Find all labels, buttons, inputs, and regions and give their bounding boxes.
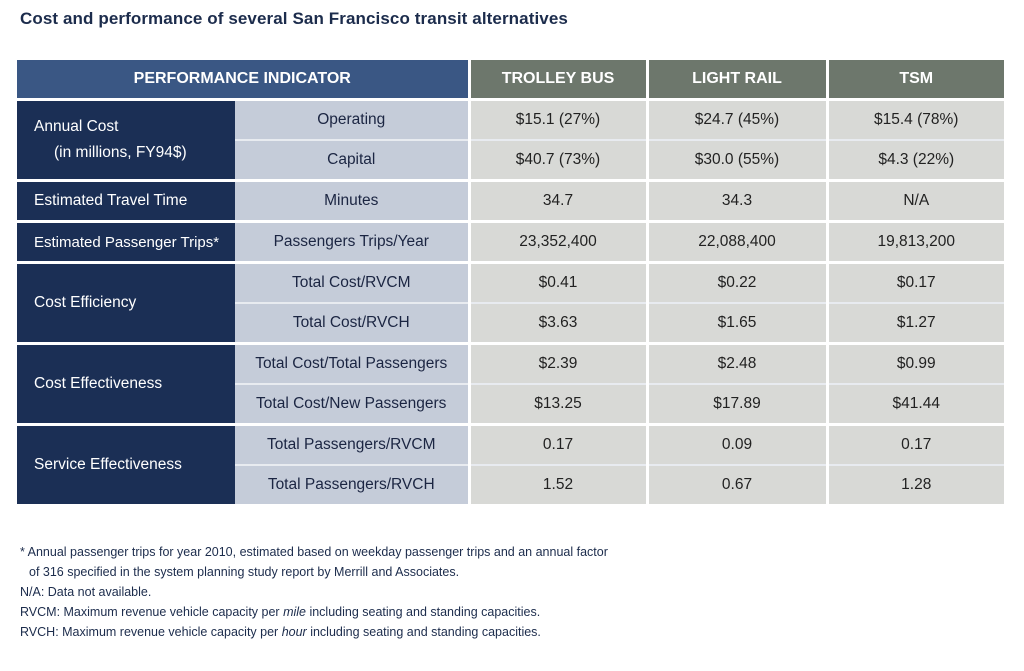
- table-header-row: PERFORMANCE INDICATOR TROLLEY BUS LIGHT …: [17, 60, 1004, 100]
- trolley-value: 0.17: [469, 423, 649, 465]
- footnote-asterisk: * Annual passenger trips for year 2010, …: [20, 545, 608, 559]
- tsm-value: 0.17: [827, 423, 1004, 465]
- rail-value: 34.3: [647, 179, 829, 222]
- tsm-value: 1.28: [827, 464, 1004, 504]
- metric-cell: Total Passengers/RVCH: [235, 464, 471, 504]
- rail-value: 22,088,400: [647, 220, 829, 263]
- group-cost-effectiveness: Cost Effectiveness: [17, 342, 235, 425]
- tsm-value: $15.4 (78%): [827, 98, 1004, 140]
- group-travel-time: Estimated Travel Time: [17, 179, 235, 222]
- metric-cell: Capital: [235, 139, 471, 181]
- table-row: Service Effectiveness Total Passengers/R…: [17, 423, 1004, 504]
- trolley-value: $3.63: [469, 302, 649, 344]
- footnotes: * Annual passenger trips for year 2010, …: [20, 542, 608, 642]
- table-row: Total Cost/RVCH $3.63 $1.65 $1.27: [17, 302, 1004, 344]
- tsm-value: $0.99: [827, 342, 1004, 384]
- table-row: Cost Efficiency Total Cost/RVCM $0.41 $0…: [17, 261, 1004, 344]
- footnote-rvcm: RVCM: Maximum revenue vehicle capacity p…: [20, 602, 608, 622]
- metric-cell: Total Passengers/RVCM: [235, 423, 471, 465]
- trolley-value: $13.25: [469, 383, 649, 425]
- footnote-rvch: RVCH: Maximum revenue vehicle capacity p…: [20, 622, 608, 642]
- table-row: Total Passengers/RVCH 1.52 0.67 1.28: [17, 464, 1004, 504]
- rail-value: $1.65: [647, 302, 829, 344]
- trolley-value: $40.7 (73%): [469, 139, 649, 181]
- table-row: Estimated Passenger Trips* Passengers Tr…: [17, 220, 1004, 263]
- metric-cell: Total Cost/New Passengers: [235, 383, 471, 425]
- header-tsm: TSM: [827, 60, 1004, 100]
- tsm-value: $4.3 (22%): [827, 139, 1004, 181]
- table-row: Cost Effectiveness Total Cost/Total Pass…: [17, 342, 1004, 425]
- footnote-text: RVCH: Maximum revenue vehicle capacity p…: [20, 625, 282, 639]
- trolley-value: 34.7: [469, 179, 649, 222]
- header-light-rail: LIGHT RAIL: [647, 60, 829, 100]
- metric-cell: Minutes: [235, 179, 471, 222]
- footnote-na: N/A: Data not available.: [20, 585, 152, 599]
- trolley-value: $2.39: [469, 342, 649, 384]
- table-row: Total Cost/New Passengers $13.25 $17.89 …: [17, 383, 1004, 425]
- metric-cell: Total Cost/RVCM: [235, 261, 471, 303]
- footnote-text: including seating and standing capacitie…: [305, 605, 541, 619]
- tsm-value: N/A: [827, 179, 1004, 222]
- footnote-emphasis: mile: [283, 605, 306, 619]
- group-annual-cost: Annual Cost (in millions, FY94$): [17, 98, 235, 181]
- footnote-text: RVCM: Maximum revenue vehicle capacity p…: [20, 605, 284, 619]
- tsm-value: 19,813,200: [827, 220, 1004, 263]
- footnote-asterisk-continued: of 316 specified in the system planning …: [29, 565, 460, 579]
- rail-value: $0.22: [647, 261, 829, 303]
- header-performance-indicator: PERFORMANCE INDICATOR: [17, 60, 471, 100]
- rail-value: 0.67: [647, 464, 829, 504]
- group-cost-efficiency: Cost Efficiency: [17, 261, 235, 344]
- metric-cell: Total Cost/RVCH: [235, 302, 471, 344]
- metric-cell: Passengers Trips/Year: [235, 220, 471, 263]
- footnote-emphasis: hour: [281, 625, 307, 639]
- table-row: Annual Cost (in millions, FY94$) Operati…: [17, 98, 1004, 181]
- trolley-value: 23,352,400: [469, 220, 649, 263]
- trolley-value: $15.1 (27%): [469, 98, 649, 140]
- metric-cell: Operating: [235, 98, 471, 140]
- group-sublabel: (in millions, FY94$): [54, 144, 187, 161]
- page-title: Cost and performance of several San Fran…: [20, 9, 568, 28]
- metric-cell: Total Cost/Total Passengers: [235, 342, 471, 384]
- tsm-value: $0.17: [827, 261, 1004, 303]
- table-row: Estimated Travel Time Minutes 34.7 34.3 …: [17, 179, 1004, 222]
- table-row: Capital $40.7 (73%) $30.0 (55%) $4.3 (22…: [17, 139, 1004, 181]
- rail-value: 0.09: [647, 423, 829, 465]
- tsm-value: $41.44: [827, 383, 1004, 425]
- trolley-value: 1.52: [469, 464, 649, 504]
- tsm-value: $1.27: [827, 302, 1004, 344]
- rail-value: $30.0 (55%): [647, 139, 829, 181]
- transit-comparison-table: PERFORMANCE INDICATOR TROLLEY BUS LIGHT …: [17, 60, 1004, 504]
- trolley-value: $0.41: [469, 261, 649, 303]
- group-label: Annual Cost: [34, 118, 119, 135]
- group-service-effectiveness: Service Effectiveness: [17, 423, 235, 504]
- rail-value: $2.48: [647, 342, 829, 384]
- header-trolley-bus: TROLLEY BUS: [469, 60, 649, 100]
- group-passenger-trips: Estimated Passenger Trips*: [17, 220, 235, 263]
- rail-value: $17.89: [647, 383, 829, 425]
- footnote-text: including seating and standing capacitie…: [306, 625, 541, 639]
- rail-value: $24.7 (45%): [647, 98, 829, 140]
